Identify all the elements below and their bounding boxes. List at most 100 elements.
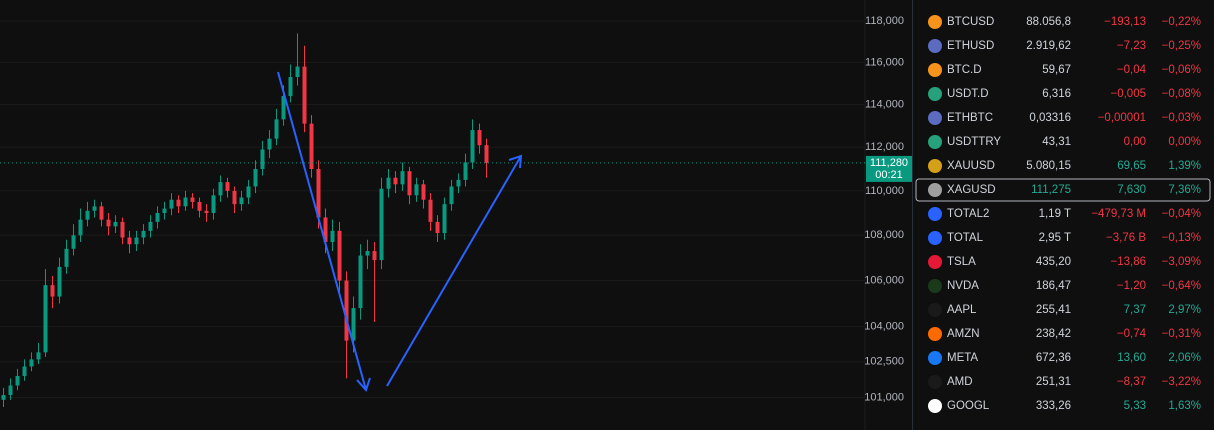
candle-body[interactable] <box>127 237 132 245</box>
last-price: 435,20 <box>1036 256 1071 268</box>
candle-body[interactable] <box>43 285 48 353</box>
candle-body[interactable] <box>8 385 13 396</box>
candle-body[interactable] <box>316 169 321 218</box>
candle-body[interactable] <box>400 171 405 185</box>
watchlist-row[interactable]: XAGUSD 111,275 7,630 7,36% <box>915 178 1211 202</box>
candle-body[interactable] <box>183 197 188 207</box>
candle-body[interactable] <box>218 182 223 196</box>
symbol-icon <box>928 111 942 125</box>
candle-body[interactable] <box>204 210 209 213</box>
candle-body[interactable] <box>162 208 167 213</box>
watchlist-row[interactable]: ETHUSD 2.919,62 −7,23 −0,25% <box>928 39 1201 53</box>
candle-body[interactable] <box>92 206 97 211</box>
candle-body[interactable] <box>281 95 286 120</box>
candle-body[interactable] <box>414 184 419 196</box>
symbol: TSLA <box>947 256 976 268</box>
watchlist-row[interactable]: USDTTRY 43,31 0,00 0,00% <box>928 135 1201 149</box>
candle-body[interactable] <box>239 197 244 205</box>
candle-body[interactable] <box>421 184 426 200</box>
candle-body[interactable] <box>36 352 41 360</box>
watchlist-row[interactable]: BTC.D 59,67 −0,04 −0,06% <box>928 63 1201 77</box>
symbol: ETHUSD <box>947 40 994 52</box>
candle-body[interactable] <box>302 66 307 124</box>
candle-body[interactable] <box>337 230 342 281</box>
candle-body[interactable] <box>57 266 62 297</box>
candle-body[interactable] <box>274 119 279 139</box>
candle-body[interactable] <box>372 251 377 261</box>
candle-body[interactable] <box>190 197 195 202</box>
trend-line[interactable] <box>277 71 367 391</box>
watchlist-row[interactable]: ETHBTC 0,03316 −0,00001 −0,03% <box>928 111 1201 125</box>
candle-body[interactable] <box>232 190 237 205</box>
candle-body[interactable] <box>106 219 111 227</box>
watchlist-row[interactable]: AAPL 255,41 7,37 2,97% <box>928 303 1201 317</box>
candle-body[interactable] <box>99 206 104 220</box>
candle-body[interactable] <box>379 188 384 261</box>
watchlist-row[interactable]: TOTAL2 1,19 T −479,73 M −0,04% <box>928 207 1201 221</box>
trend-line[interactable] <box>386 155 522 387</box>
candle-body[interactable] <box>29 359 34 367</box>
candle-body[interactable] <box>407 171 412 196</box>
candle-body[interactable] <box>15 375 20 386</box>
watchlist-row[interactable]: AMD 251,31 −8,37 −3,22% <box>928 375 1201 389</box>
candle-body[interactable] <box>22 366 27 376</box>
watchlist-row[interactable]: META 672,36 13,60 2,06% <box>928 351 1201 365</box>
candle-body[interactable] <box>1 395 6 400</box>
candle-body[interactable] <box>309 123 314 170</box>
candle-body[interactable] <box>470 130 475 163</box>
candle-body[interactable] <box>260 149 265 170</box>
candle-body[interactable] <box>463 162 468 180</box>
candle-body[interactable] <box>253 169 258 187</box>
candle-body[interactable] <box>64 248 69 267</box>
candle-body[interactable] <box>442 204 447 234</box>
watchlist-row[interactable]: TSLA 435,20 −13,86 −3,09% <box>928 255 1201 269</box>
symbol-icon <box>928 279 942 293</box>
candle-body[interactable] <box>330 230 335 243</box>
change: −0,74 <box>1117 328 1147 340</box>
watchlist-row[interactable]: NVDA 186,47 −1,20 −0,64% <box>928 279 1201 293</box>
candle-body[interactable] <box>120 221 125 238</box>
change-pct: −0,22% <box>1162 16 1201 28</box>
candle-body[interactable] <box>267 138 272 150</box>
candle-body[interactable] <box>246 186 251 198</box>
candle-body[interactable] <box>484 145 489 163</box>
change-pct: −3,22% <box>1162 376 1201 388</box>
candle-body[interactable] <box>365 251 370 256</box>
candle-body[interactable] <box>71 235 76 249</box>
candle-body[interactable] <box>211 195 216 213</box>
candle-body[interactable] <box>435 221 440 234</box>
candle-body[interactable] <box>148 221 153 231</box>
candle-body[interactable] <box>50 285 55 297</box>
candle-body[interactable] <box>477 130 482 146</box>
candle-body[interactable] <box>358 255 363 309</box>
watchlist-row[interactable]: XAUUSD 5.080,15 69,65 1,39% <box>928 159 1201 173</box>
candle-body[interactable] <box>113 221 118 227</box>
change: 7,37 <box>1124 304 1146 316</box>
candle-body[interactable] <box>141 230 146 238</box>
candle-body[interactable] <box>225 182 230 191</box>
candle-body[interactable] <box>344 280 349 341</box>
candle-body[interactable] <box>456 179 461 187</box>
watchlist-row[interactable]: USDT.D 6,316 −0,005 −0,08% <box>928 87 1201 101</box>
candle-body[interactable] <box>176 199 181 207</box>
candle-body[interactable] <box>449 186 454 205</box>
candle-body[interactable] <box>134 237 139 245</box>
candle-body[interactable] <box>288 77 293 96</box>
candle-body[interactable] <box>386 177 391 189</box>
watchlist-row[interactable]: TOTAL 2,95 T −3,76 B −0,13% <box>928 231 1201 245</box>
candle-body[interactable] <box>295 66 300 78</box>
watchlist-row[interactable]: GOOGL 333,26 5,33 1,63% <box>928 399 1201 413</box>
candle-body[interactable] <box>155 212 160 222</box>
candle-body[interactable] <box>78 219 83 236</box>
candle-body[interactable] <box>197 201 202 211</box>
candle-body[interactable] <box>169 199 174 209</box>
candle-body[interactable] <box>323 217 328 243</box>
watchlist-row[interactable]: AMZN 238,42 −0,74 −0,31% <box>928 327 1201 341</box>
candle-body[interactable] <box>351 308 356 341</box>
candle-body[interactable] <box>428 199 433 222</box>
y-tick-label: 108,000 <box>864 229 904 241</box>
watchlist-row[interactable]: BTCUSD 88.056,8 −193,13 −0,22% <box>928 15 1201 29</box>
candle-body[interactable] <box>85 210 90 220</box>
candle-body[interactable] <box>393 177 398 185</box>
